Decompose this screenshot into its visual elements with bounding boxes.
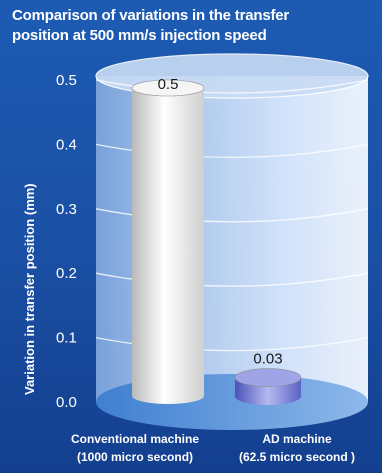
y-tick-label: 0.1: [56, 330, 77, 347]
gridlines: [95, 79, 369, 352]
category-label-line-1: Conventional machine: [71, 432, 199, 446]
y-axis-ticks: 0.0 0.1 0.2 0.3 0.4 0.5: [56, 72, 77, 411]
y-tick-label: 0.2: [56, 265, 77, 282]
bar-conventional-machine: [131, 79, 205, 404]
y-tick-label: 0.3: [56, 201, 77, 218]
chart-title-line-1: Comparison of variations in the transfer: [12, 7, 290, 24]
gridline: [95, 143, 369, 159]
category-labels: Conventional machine (1000 micro second) A…: [71, 432, 355, 464]
value-labels: 0.5 0.03: [158, 76, 283, 368]
bars: [131, 79, 302, 405]
value-label: 0.03: [253, 351, 282, 368]
category-label-line-1: AD machine: [262, 432, 332, 446]
gridline: [95, 336, 369, 352]
chart-title: Comparison of variations in the transfer…: [12, 6, 372, 46]
bar-ad-machine: [234, 368, 302, 405]
category-label-line-2: (62.5 micro second ): [239, 450, 355, 464]
category-label-line-2: (1000 micro second): [77, 450, 193, 464]
y-tick-label: 0.4: [56, 136, 77, 153]
gridline: [95, 208, 369, 223]
value-label: 0.5: [158, 76, 179, 93]
gridline: [95, 272, 369, 287]
chart-title-line-2: position at 500 mm/s injection speed: [12, 27, 267, 44]
y-axis-label: Variation in transfer position (mm): [22, 183, 37, 395]
y-tick-label: 0.0: [56, 394, 77, 411]
gridline: [95, 79, 369, 94]
y-tick-label: 0.5: [56, 72, 77, 89]
